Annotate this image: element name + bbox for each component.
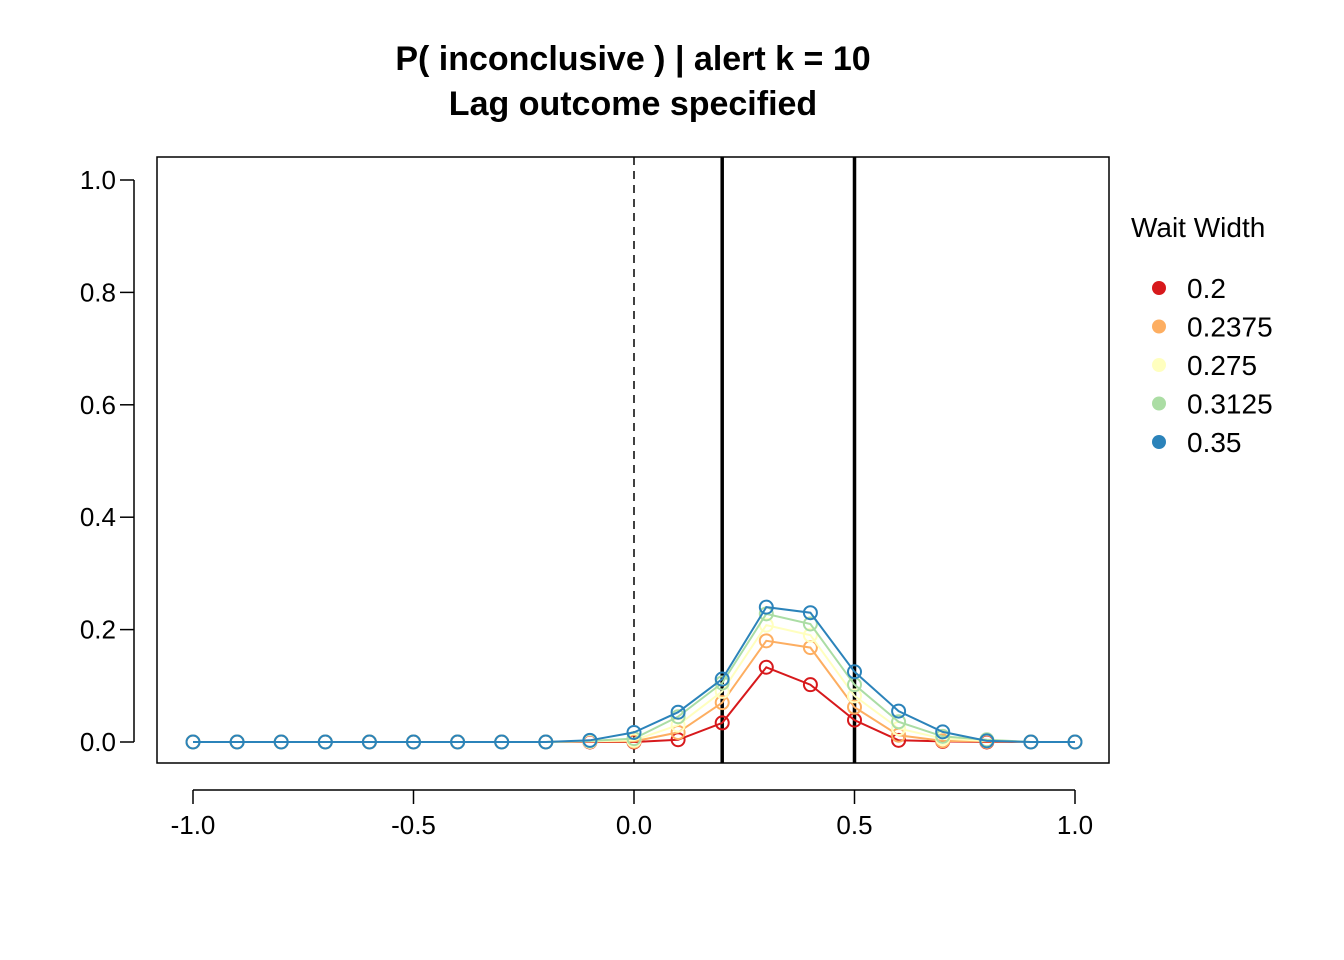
series-0.35: [185, 599, 1083, 750]
data-point: [1023, 734, 1039, 750]
data-point: [979, 733, 995, 749]
legend-marker-0.2375: [1152, 319, 1166, 334]
legend-marker-0.3125: [1152, 396, 1166, 411]
data-point: [935, 724, 951, 740]
data-point: [670, 709, 686, 725]
x-axis: -1.0 -0.5 0.0 0.5 1.0: [171, 789, 1093, 840]
y-tick-label: 0.2: [80, 615, 116, 645]
data-point: [802, 627, 818, 643]
y-axis: 0.0 0.2 0.4 0.6 0.8 1.0: [80, 165, 135, 757]
data-point: [1067, 734, 1083, 750]
legend-marker-0.35: [1152, 435, 1166, 449]
data-point: [361, 734, 377, 750]
legend: Wait Width 0.2 0.2375 0.275 0.3125 0.35: [1131, 212, 1273, 458]
data-point: [758, 659, 774, 675]
y-tick-label: 0.4: [80, 502, 116, 532]
chart-subtitle: Lag outcome specified: [449, 85, 817, 123]
reference-lines: [633, 157, 857, 763]
data-point: [891, 732, 907, 748]
data-point: [582, 732, 598, 748]
data-point: [935, 728, 951, 744]
data-point: [802, 677, 818, 693]
data-point: [273, 734, 289, 750]
data-point: [758, 599, 774, 615]
data-point: [802, 605, 818, 621]
legend-label-0.2: 0.2: [1187, 273, 1226, 304]
data-point: [317, 734, 333, 750]
data-point: [891, 703, 907, 719]
y-tick-label: 0.8: [80, 277, 116, 307]
legend-label-0.3125: 0.3125: [1187, 389, 1273, 420]
series-line-0.35: [193, 606, 1075, 743]
legend-label-0.35: 0.35: [1187, 427, 1242, 458]
data-point: [538, 734, 554, 750]
legend-marker-0.275: [1152, 358, 1166, 372]
data-point: [891, 714, 907, 730]
y-tick-label: 1.0: [80, 165, 116, 195]
y-tick-label: 0.6: [80, 390, 116, 420]
chart-title: P( inconclusive ) | alert k = 10: [395, 40, 870, 78]
legend-label-0.2375: 0.2375: [1187, 312, 1273, 343]
data-point: [714, 695, 730, 711]
data-point: [847, 688, 862, 704]
data-point: [714, 671, 730, 687]
data-point: [450, 734, 466, 750]
data-point: [847, 664, 862, 680]
legend-label-0.275: 0.275: [1187, 350, 1257, 381]
plot-frame: [156, 156, 1110, 764]
data-point: [802, 616, 818, 632]
x-tick-label: 0.5: [836, 810, 872, 840]
series-group: [185, 599, 1083, 750]
x-tick-label: 0.0: [616, 810, 652, 840]
legend-title: Wait Width: [1131, 212, 1265, 243]
y-tick-label: 0.0: [80, 727, 116, 757]
legend-marker-0.2: [1152, 281, 1166, 295]
data-point: [714, 715, 730, 731]
x-tick-label: -0.5: [391, 810, 436, 840]
x-tick-label: 1.0: [1057, 810, 1093, 840]
x-tick-label: -1.0: [171, 810, 216, 840]
data-point: [626, 724, 642, 740]
data-point: [229, 734, 245, 750]
data-point: [758, 633, 774, 649]
data-point: [185, 734, 201, 750]
data-point: [494, 734, 510, 750]
data-point: [847, 699, 862, 715]
data-point: [670, 704, 686, 720]
data-point: [406, 734, 421, 750]
